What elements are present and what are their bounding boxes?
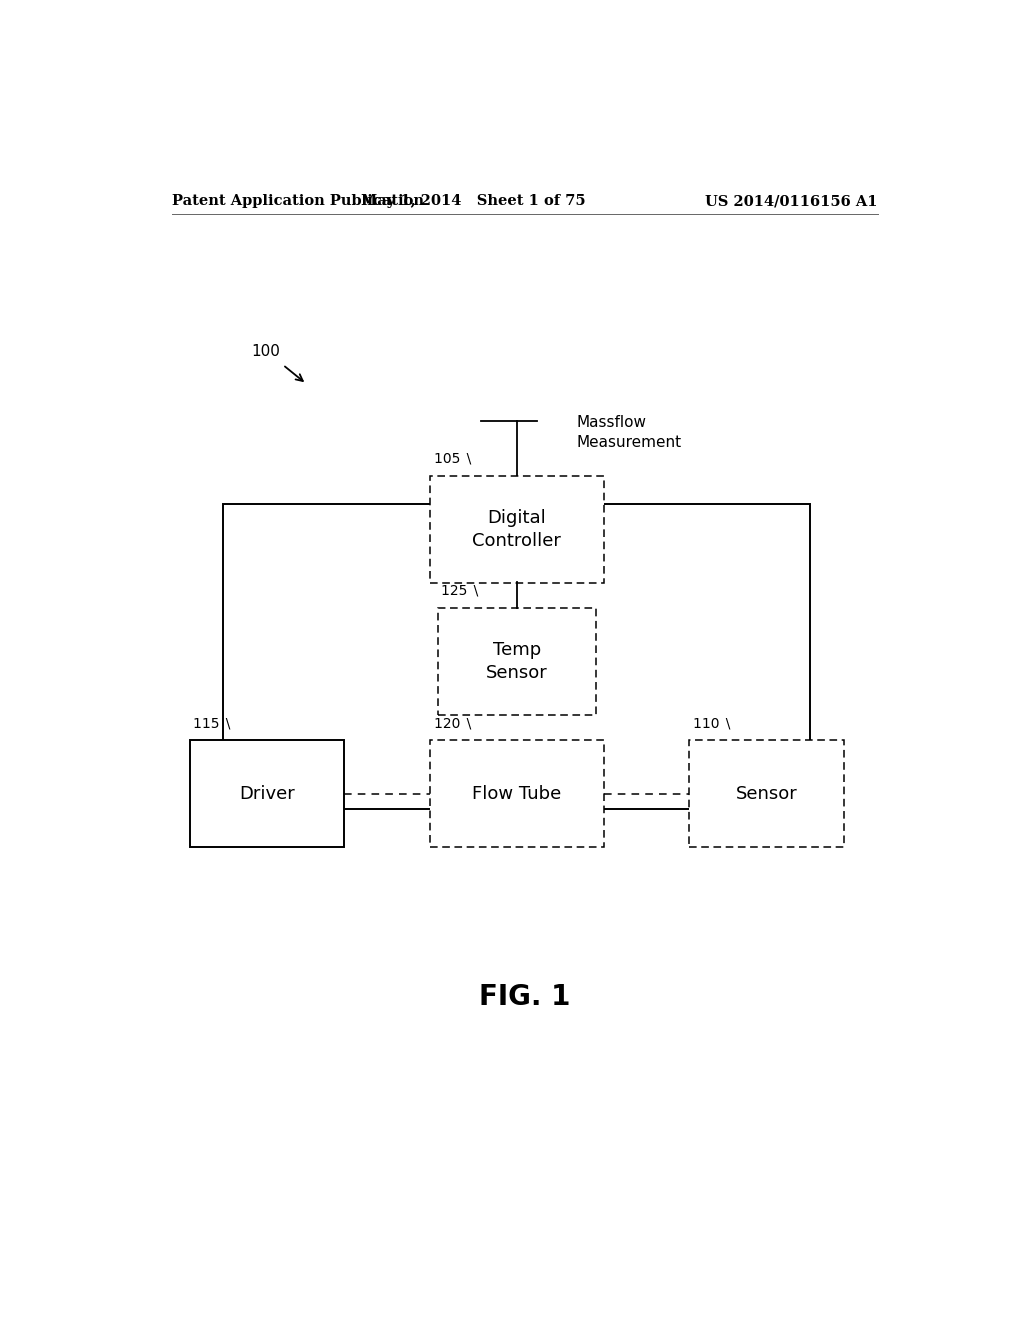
Bar (689, 741, 844, 847)
Bar (223, 504, 811, 809)
Text: Patent Application Publication: Patent Application Publication (172, 194, 424, 209)
Text: 125  \: 125 \ (441, 583, 479, 598)
Text: FIG. 1: FIG. 1 (479, 983, 570, 1011)
Text: 100: 100 (251, 345, 280, 359)
Text: 110  \: 110 \ (693, 717, 731, 730)
Text: Massflow
Measurement: Massflow Measurement (577, 416, 682, 450)
Bar (437, 609, 596, 715)
Text: Sensor: Sensor (736, 784, 798, 803)
Text: May 1, 2014   Sheet 1 of 75: May 1, 2014 Sheet 1 of 75 (360, 194, 586, 209)
Bar (430, 741, 604, 847)
Bar (189, 741, 344, 847)
Text: Digital
Controller: Digital Controller (472, 508, 561, 550)
Text: 105  \: 105 \ (433, 451, 471, 466)
Text: Temp
Sensor: Temp Sensor (486, 640, 548, 682)
Text: Flow Tube: Flow Tube (472, 784, 561, 803)
Bar (430, 477, 604, 582)
Text: US 2014/0116156 A1: US 2014/0116156 A1 (706, 194, 878, 209)
Text: Driver: Driver (239, 784, 295, 803)
Text: 120  \: 120 \ (433, 717, 471, 730)
Text: 115  \: 115 \ (194, 717, 230, 730)
